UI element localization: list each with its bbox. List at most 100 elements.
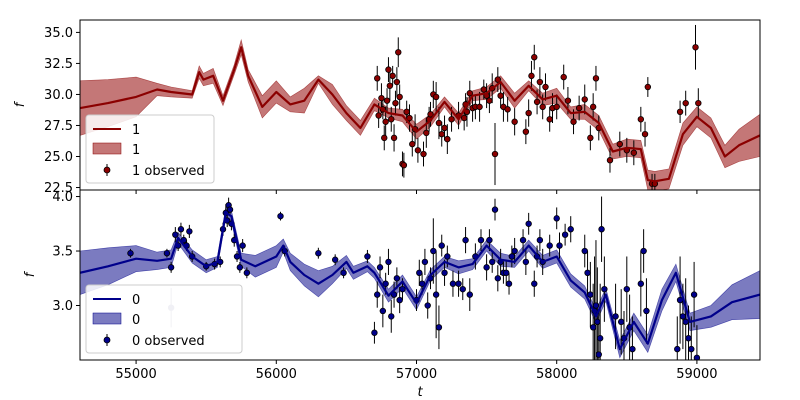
- x-tick-label: 59000: [676, 367, 717, 382]
- observed-point: [553, 215, 560, 222]
- observed-point: [596, 335, 604, 342]
- observed-point: [503, 269, 510, 277]
- observed-point: [392, 99, 399, 107]
- observed-point: [427, 111, 434, 118]
- observed-point: [390, 134, 398, 142]
- observed-point: [441, 269, 448, 277]
- observed-point: [519, 236, 527, 244]
- observed-point: [508, 253, 516, 260]
- observed-point: [546, 116, 553, 123]
- observed-point: [389, 72, 396, 80]
- observed-point: [617, 318, 625, 326]
- y-tick-label: 3.0: [52, 299, 73, 314]
- bottom-legend-marker-swatch: [103, 336, 111, 344]
- observed-point: [630, 149, 638, 156]
- observed-point: [483, 264, 490, 271]
- observed-point: [438, 242, 445, 249]
- observed-point: [679, 313, 687, 320]
- top-x-ticks: [135, 190, 698, 194]
- observed-point: [403, 108, 410, 116]
- observed-point: [522, 128, 530, 135]
- observed-point: [236, 264, 244, 271]
- y-tick-label: 30.0: [44, 88, 73, 103]
- observed-point: [409, 140, 416, 148]
- observed-point: [601, 285, 608, 293]
- observed-point: [589, 324, 597, 331]
- observed-point: [489, 258, 496, 266]
- observed-point: [444, 135, 451, 143]
- observed-point: [406, 114, 413, 122]
- observed-point: [396, 93, 403, 101]
- observed-point: [531, 280, 538, 287]
- observed-point: [378, 94, 385, 102]
- observed-point: [462, 236, 469, 244]
- y-tick-label: 32.5: [44, 57, 73, 72]
- observed-point: [448, 116, 455, 123]
- observed-point: [682, 99, 689, 107]
- observed-point: [421, 258, 429, 266]
- observed-point: [594, 318, 601, 326]
- observed-point: [444, 253, 451, 260]
- observed-point: [525, 220, 532, 227]
- observed-point: [315, 250, 322, 257]
- observed-point: [676, 108, 684, 116]
- observed-point: [376, 264, 384, 271]
- bottom-model-line: [80, 211, 760, 351]
- observed-point: [528, 72, 535, 80]
- top-model-line: [80, 46, 760, 183]
- top-legend-band-label: 1: [132, 143, 140, 158]
- observed-point: [466, 90, 473, 97]
- observed-point: [416, 269, 423, 277]
- observed-point: [414, 147, 422, 154]
- observed-point: [539, 103, 546, 111]
- observed-point: [546, 242, 553, 249]
- x-tick-label: 56000: [256, 367, 297, 382]
- observed-point: [584, 269, 591, 277]
- x-tick-label: 55000: [115, 367, 156, 382]
- observed-point: [455, 280, 462, 287]
- bottom-x-ticks: 55000 56000 57000 58000 59000: [115, 360, 718, 382]
- observed-point: [561, 231, 569, 238]
- observed-point: [533, 98, 541, 106]
- observed-point: [581, 247, 588, 255]
- bottom-confidence-band: [80, 206, 760, 359]
- x-tick-label: 57000: [396, 367, 437, 382]
- observed-point: [385, 258, 392, 266]
- observed-point: [381, 134, 388, 142]
- observed-point: [522, 258, 530, 266]
- observed-point: [486, 97, 493, 104]
- observed-point: [432, 93, 440, 101]
- observed-point: [395, 49, 402, 56]
- observed-point: [396, 296, 403, 304]
- model-line: [80, 46, 760, 183]
- observed-point: [390, 291, 398, 298]
- bottom-legend-line-label: 0: [132, 293, 140, 308]
- observed-point: [556, 242, 563, 249]
- top-legend-observed-label: 1 observed: [132, 164, 205, 179]
- top-panel: 22.5 25.0 27.5 30.0 32.5 35.0 f 1 1 1 observe…: [13, 19, 761, 196]
- observed-point: [340, 269, 347, 277]
- observed-point: [420, 150, 427, 158]
- top-legend-box: [85, 114, 215, 184]
- observed-point: [637, 280, 645, 287]
- observed-point: [449, 280, 457, 287]
- observed-point: [393, 78, 401, 86]
- observed-point: [567, 226, 574, 233]
- observed-point: [595, 351, 602, 358]
- observed-point: [606, 157, 614, 164]
- observed-point: [374, 75, 381, 82]
- observed-point: [598, 226, 605, 233]
- observed-point: [587, 134, 594, 142]
- observed-point: [423, 129, 430, 137]
- observed-point: [637, 116, 645, 123]
- observed-point: [682, 318, 689, 326]
- observed-point: [399, 285, 406, 293]
- observed-point: [553, 103, 560, 111]
- bottom-axes-frame: [79, 189, 761, 361]
- observed-point: [177, 226, 185, 233]
- observed-point: [460, 114, 468, 122]
- observed-point: [693, 354, 701, 360]
- observed-point: [186, 228, 193, 235]
- observed-point: [616, 140, 623, 148]
